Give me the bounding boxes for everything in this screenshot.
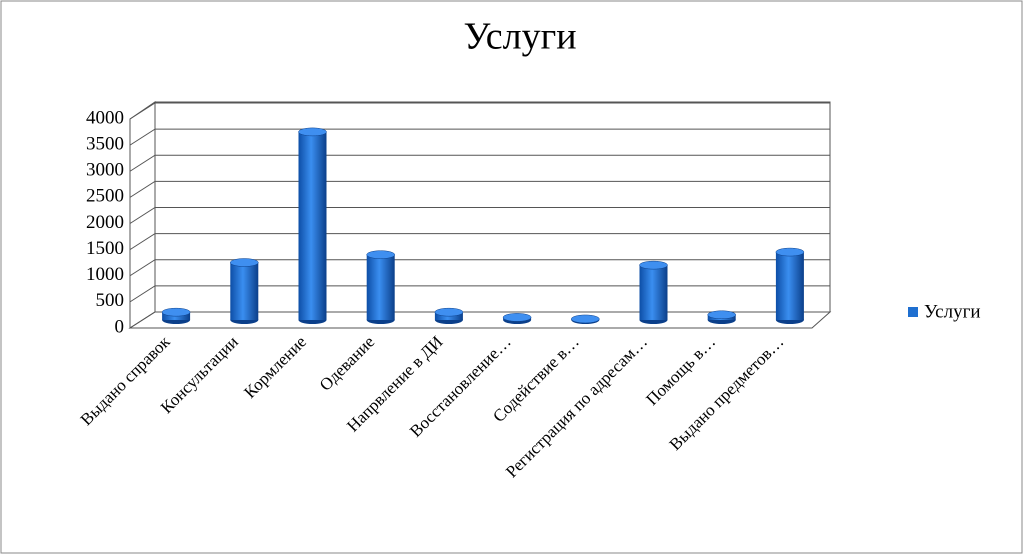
grid-line	[129, 285, 830, 303]
bar-cap	[707, 310, 736, 320]
bar-cap	[298, 127, 327, 137]
grid-line	[129, 311, 830, 329]
y-tick-label: 2500	[86, 186, 124, 207]
y-tick-label: 3000	[86, 160, 124, 181]
grid-line	[129, 233, 830, 251]
grid-line	[129, 154, 830, 172]
bar-cap	[639, 260, 668, 270]
y-tick-label: 3500	[86, 133, 124, 154]
bar-cap	[230, 258, 259, 267]
bar	[298, 131, 327, 320]
bar	[230, 262, 259, 320]
bar-cap	[571, 314, 600, 324]
grid-line	[129, 259, 830, 277]
grid-line	[129, 128, 830, 146]
y-tick-label: 1000	[86, 264, 124, 285]
y-tick-label: 1500	[86, 238, 124, 259]
legend-label: Услуги	[924, 301, 981, 322]
grid-line	[129, 207, 830, 224]
y-tick-label: 0	[115, 316, 125, 337]
y-tick-label: 4000	[86, 107, 124, 128]
legend-swatch	[908, 307, 918, 317]
bar-cap	[502, 313, 532, 322]
y-tick-label: 500	[96, 290, 125, 311]
bar-cap	[366, 250, 395, 259]
grid-line	[129, 102, 830, 120]
bar	[775, 252, 804, 320]
chart-title: Услуги	[463, 16, 576, 58]
y-tick-label: 2000	[86, 212, 124, 233]
bar	[639, 265, 668, 320]
bar	[366, 254, 395, 320]
grid-line	[129, 180, 830, 198]
bar-cap	[434, 307, 464, 317]
bar-cap	[775, 247, 805, 257]
bar-cap	[161, 307, 191, 317]
